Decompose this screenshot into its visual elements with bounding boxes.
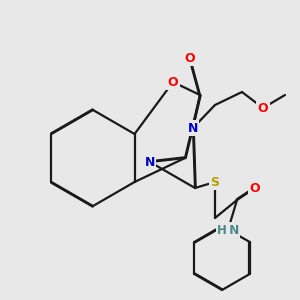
Text: O: O (250, 182, 260, 194)
Text: N: N (188, 122, 198, 134)
Text: H N: H N (217, 224, 239, 236)
Text: O: O (185, 52, 195, 64)
Text: N: N (145, 155, 155, 169)
Text: O: O (258, 101, 268, 115)
Text: O: O (168, 76, 178, 88)
Text: S: S (211, 176, 220, 188)
